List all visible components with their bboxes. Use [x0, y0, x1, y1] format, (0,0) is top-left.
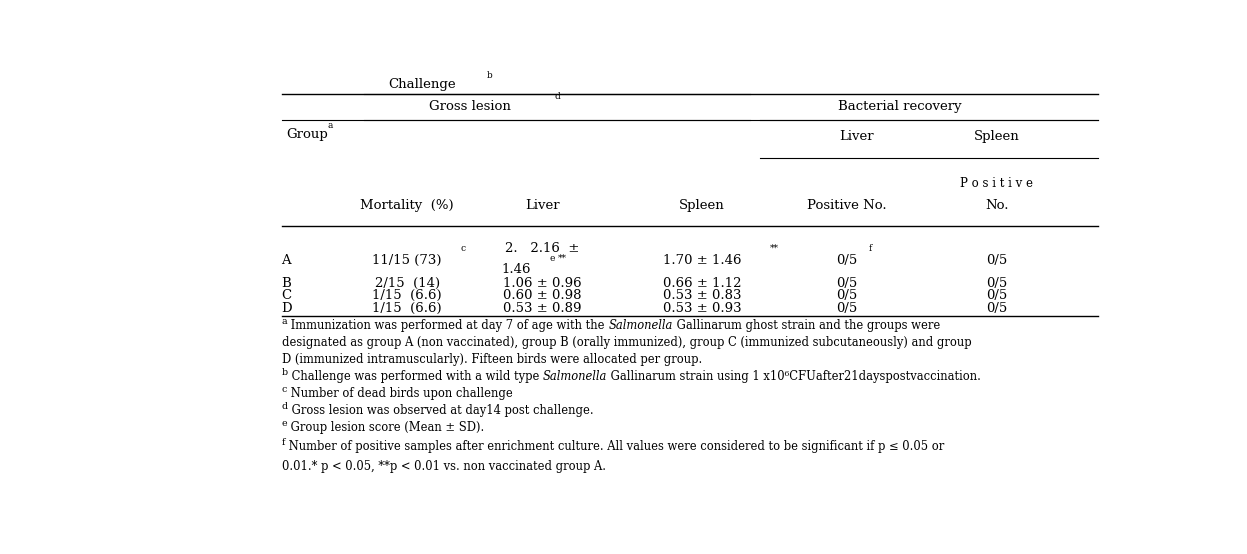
Text: a: a	[328, 121, 333, 130]
Text: 2.   2.16  ±: 2. 2.16 ±	[505, 242, 580, 255]
Text: Bacterial recovery: Bacterial recovery	[838, 100, 961, 112]
Text: b: b	[282, 368, 288, 377]
Text: 1.46: 1.46	[501, 264, 531, 276]
Text: No.: No.	[985, 199, 1009, 212]
Text: c: c	[460, 244, 465, 253]
Text: 0.01.* p < 0.05, **p < 0.01 vs. non vaccinated group A.: 0.01.* p < 0.05, **p < 0.01 vs. non vacc…	[282, 460, 606, 473]
Text: 0/5: 0/5	[986, 302, 1008, 315]
Text: Gallinarum ghost strain and the groups were: Gallinarum ghost strain and the groups w…	[672, 319, 940, 332]
Text: 0.53 ± 0.83: 0.53 ± 0.83	[662, 289, 741, 302]
Text: d: d	[554, 93, 560, 101]
Text: Challenge: Challenge	[388, 78, 455, 91]
Text: A: A	[282, 254, 291, 267]
Text: 0.66 ± 1.12: 0.66 ± 1.12	[662, 276, 741, 290]
Text: designated as group A (non vaccinated), group B (orally immunized), group C (imm: designated as group A (non vaccinated), …	[282, 336, 971, 349]
Text: 0.60 ± 0.98: 0.60 ± 0.98	[504, 289, 581, 302]
Text: 1.70 ± 1.46: 1.70 ± 1.46	[662, 254, 741, 267]
Text: C: C	[282, 289, 292, 302]
Text: 0/5: 0/5	[986, 289, 1008, 302]
Text: Mortality  (%): Mortality (%)	[360, 199, 454, 212]
Text: Number of positive samples after enrichment culture. All values were considered : Number of positive samples after enrichm…	[286, 440, 944, 453]
Text: Challenge was performed with a wild type: Challenge was performed with a wild type	[288, 370, 542, 383]
Text: 1/15  (6.6): 1/15 (6.6)	[373, 302, 441, 315]
Text: **: **	[557, 254, 567, 263]
Text: f: f	[282, 438, 286, 447]
Text: Spleen: Spleen	[974, 130, 1020, 143]
Text: d: d	[282, 402, 288, 411]
Text: a: a	[282, 317, 287, 326]
Text: Gross lesion was observed at day14 post challenge.: Gross lesion was observed at day14 post …	[288, 404, 594, 417]
Text: 11/15 (73): 11/15 (73)	[373, 254, 441, 267]
Text: Spleen: Spleen	[680, 199, 725, 212]
Text: P o s i t i v e: P o s i t i v e	[960, 177, 1034, 190]
Text: 0/5: 0/5	[837, 276, 858, 290]
Text: Group lesion score (Mean ± SD).: Group lesion score (Mean ± SD).	[287, 421, 484, 434]
Text: 0.53 ± 0.93: 0.53 ± 0.93	[662, 302, 741, 315]
Text: 0/5: 0/5	[837, 254, 858, 267]
Text: Liver: Liver	[525, 199, 560, 212]
Text: e: e	[549, 254, 555, 263]
Text: Salmonella: Salmonella	[542, 370, 607, 383]
Text: c: c	[282, 385, 287, 394]
Text: 1/15  (6.6): 1/15 (6.6)	[373, 289, 441, 302]
Text: Salmonella: Salmonella	[609, 319, 672, 332]
Text: D (immunized intramuscularly). Fifteen birds were allocated per group.: D (immunized intramuscularly). Fifteen b…	[282, 353, 702, 366]
Text: 0/5: 0/5	[986, 276, 1008, 290]
Text: Immunization was performed at day 7 of age with the: Immunization was performed at day 7 of a…	[287, 319, 609, 332]
Text: 0/5: 0/5	[837, 289, 858, 302]
Text: **: **	[769, 244, 778, 253]
Text: Positive No.: Positive No.	[807, 199, 887, 212]
Text: Number of dead birds upon challenge: Number of dead birds upon challenge	[287, 387, 513, 400]
Text: 0.53 ± 0.89: 0.53 ± 0.89	[504, 302, 581, 315]
Text: f: f	[869, 244, 873, 253]
Text: 2/15  (14): 2/15 (14)	[374, 276, 440, 290]
Text: e: e	[282, 419, 287, 428]
Text: 1.06 ± 0.96: 1.06 ± 0.96	[503, 276, 582, 290]
Text: Group: Group	[287, 128, 328, 141]
Text: b: b	[486, 71, 493, 80]
Text: B: B	[282, 276, 292, 290]
Text: D: D	[281, 302, 292, 315]
Text: 0/5: 0/5	[986, 254, 1008, 267]
Text: 0/5: 0/5	[837, 302, 858, 315]
Text: Liver: Liver	[839, 130, 874, 143]
Text: Gross lesion: Gross lesion	[429, 100, 511, 112]
Text: Gallinarum strain using 1 x10⁶CFUafter21dayspostvaccination.: Gallinarum strain using 1 x10⁶CFUafter21…	[607, 370, 981, 383]
